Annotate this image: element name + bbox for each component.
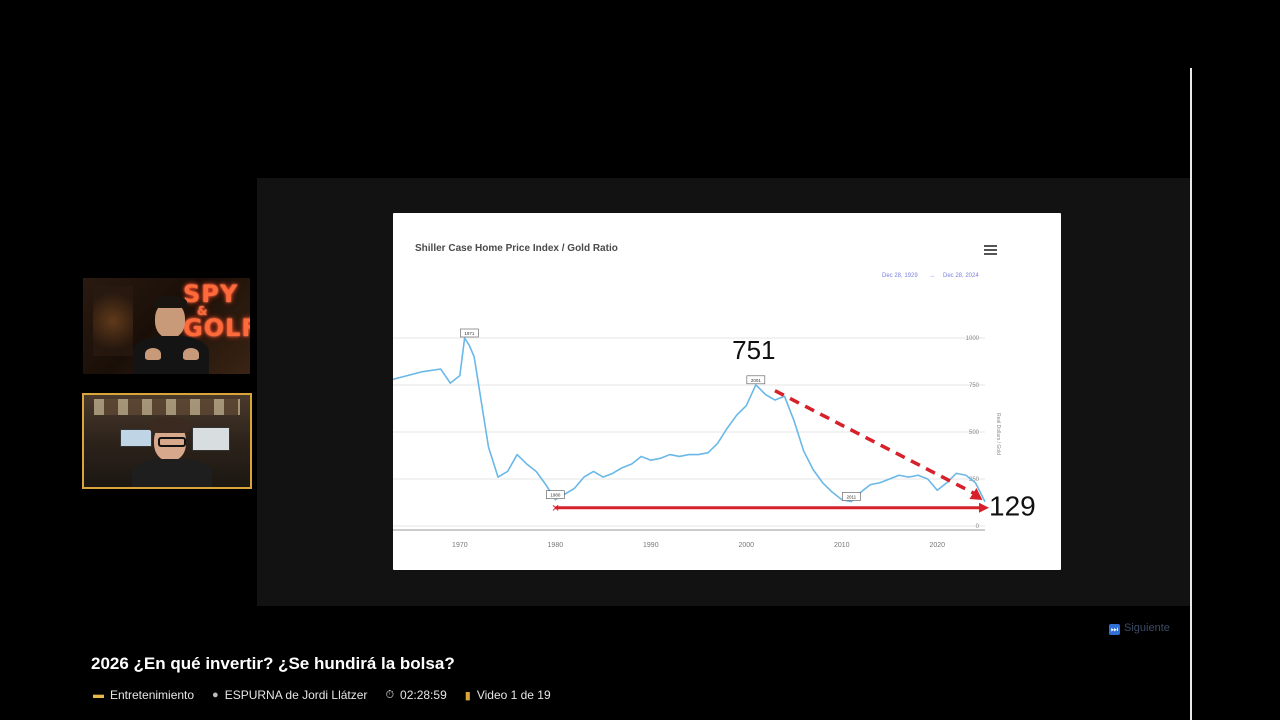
range-from: Dec 28, 1929	[882, 273, 918, 279]
folder-icon: ▬	[93, 689, 104, 701]
host-face	[155, 302, 185, 338]
meta-position: ▮ Video 1 de 19	[464, 688, 551, 702]
flag-marker	[546, 490, 565, 499]
y-tick-label: 1000	[966, 336, 980, 342]
neon-sign: SPY & GOLF	[183, 280, 250, 342]
x-tick-label: 2000	[739, 542, 755, 549]
sidebar-divider	[1190, 68, 1192, 720]
y-axis-label: Real Dollars / Gold	[995, 413, 1001, 455]
flag-label: 1971	[464, 331, 475, 336]
range-separator: →	[929, 273, 935, 279]
guest-shirt	[132, 459, 212, 487]
bar-chart-icon: ▮	[464, 689, 471, 702]
price-gold-ratio-chart: 1000 750 500 250 0 Real Dollars / Gold 1970 198…	[393, 328, 1036, 549]
webcam-host-2	[82, 393, 252, 489]
y-tick-label: 250	[969, 477, 980, 483]
next-video-button[interactable]: ⏭ Siguiente	[1109, 622, 1170, 635]
x-tick-label: 2010	[834, 542, 850, 549]
x-tick-label: 1980	[548, 542, 564, 549]
flag-label: 2001	[751, 378, 762, 383]
background-monitor	[120, 429, 152, 447]
flag-label: 1980	[550, 493, 561, 498]
start-cross-mark: ✕	[551, 504, 559, 515]
peak-value-label: 751	[732, 335, 775, 365]
meta-category[interactable]: ▬ Entretenimiento	[93, 688, 195, 702]
guest-hair	[150, 417, 190, 433]
person-icon: ●	[212, 689, 219, 701]
chart-slide: Shiller Case Home Price Index / Gold Rat…	[393, 213, 1061, 570]
host-hair	[153, 296, 187, 308]
decline-arrowhead	[969, 488, 983, 501]
y-tick-label: 750	[969, 383, 980, 389]
video-meta: ▬ Entretenimiento ● ESPURNA de Jordi Llá…	[93, 688, 569, 702]
video-title: 2026 ¿En qué invertir? ¿Se hundirá la bo…	[91, 654, 455, 673]
flag-marker	[746, 375, 766, 385]
meta-duration: ⏱ 02:28:59	[385, 688, 447, 702]
x-tick-label: 2020	[929, 542, 945, 549]
flag-marker	[842, 492, 861, 501]
hamburger-menu-icon[interactable]	[984, 245, 997, 256]
decline-arrow-line	[774, 389, 977, 496]
series-line	[393, 337, 986, 503]
glasses	[158, 437, 186, 447]
host-hand	[145, 348, 161, 360]
flag-marker	[460, 328, 479, 338]
stopwatch-icon: ⏱	[385, 688, 395, 701]
support-arrowhead	[979, 502, 989, 513]
range-to: Dec 28, 2024	[943, 273, 979, 279]
flag-label: 2011	[846, 495, 856, 500]
chart-title: Shiller Case Home Price Index / Gold Rat…	[415, 243, 618, 254]
x-tick-label: 1990	[643, 542, 659, 549]
current-value-label: 129	[989, 491, 1036, 522]
host-hand	[183, 348, 199, 360]
webcam-host-1: SPY & GOLF	[83, 278, 250, 374]
meta-channel[interactable]: ● ESPURNA de Jordi Llátzer	[212, 688, 368, 702]
fast-forward-icon: ⏭	[1109, 624, 1120, 635]
x-tick-label: 1970	[452, 542, 468, 549]
background-monitor	[192, 427, 230, 451]
y-tick-label: 0	[976, 524, 980, 530]
y-tick-label: 500	[969, 430, 980, 436]
